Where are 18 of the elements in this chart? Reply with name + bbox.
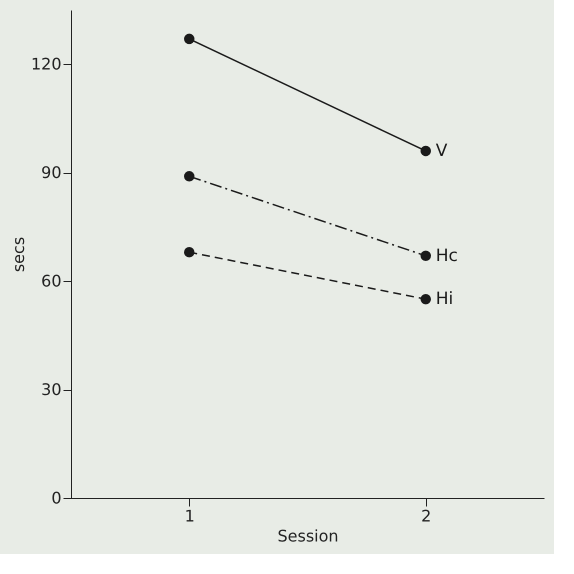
y-tick-label: 30 [41,380,62,400]
series-label: Hc [436,246,458,266]
y-axis-title: secs [8,236,28,272]
point [420,146,431,156]
y-tick-label: 60 [41,272,62,291]
point [420,250,431,262]
y-tick-label: 120 [30,54,62,74]
series-label: V [436,140,448,161]
point [184,171,194,182]
y-tick-label: 90 [41,163,62,182]
x-tick-label: 2 [421,506,432,526]
x-tick-label: 1 [184,506,195,526]
point [420,294,431,304]
point [184,246,194,258]
x-axis-title: Session [277,526,339,546]
series-label: Hi [436,289,454,310]
point [184,34,194,44]
y-tick-label: 0 [51,488,62,508]
